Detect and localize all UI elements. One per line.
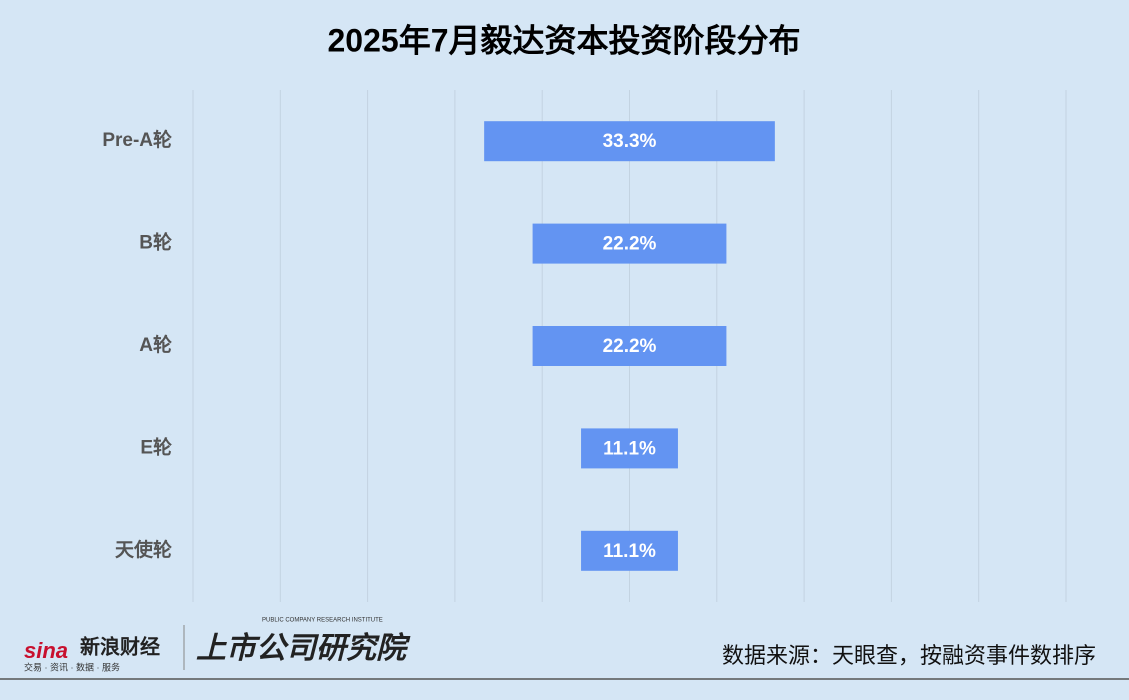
category-label: B轮 bbox=[139, 231, 172, 254]
bar bbox=[532, 326, 727, 366]
source: 数据来源：天眼查，按融资事件数排序 bbox=[722, 643, 1096, 668]
category-label: 天使轮 bbox=[115, 538, 172, 561]
value-label: 33.3% bbox=[603, 131, 657, 152]
category-label: Pre-A轮 bbox=[102, 128, 172, 151]
brand-logo: sina bbox=[24, 638, 68, 663]
category-label: A轮 bbox=[139, 333, 172, 356]
bar bbox=[532, 223, 727, 264]
brand-tagline: 交易 · 资讯 · 数据 · 服务 bbox=[24, 661, 120, 672]
plot: Pre-A轮 33.3% B轮 22.2% A轮 22.2% E轮 11.1% 天使轮 11.1% bbox=[102, 121, 775, 571]
value-label: 22.2% bbox=[603, 234, 657, 255]
footer: sina 新浪财经 交易 · 资讯 · 数据 · 服务 PUBLIC COMPA… bbox=[0, 618, 1129, 680]
bar bbox=[581, 530, 678, 571]
bar bbox=[484, 121, 775, 162]
chart-title: 2025年7月毅达资本投资阶段分布 bbox=[328, 22, 801, 58]
grid bbox=[192, 90, 1067, 602]
bar bbox=[581, 428, 678, 469]
value-label: 22.2% bbox=[603, 336, 657, 357]
institute: 上市公司研究院 bbox=[196, 631, 411, 665]
category-label: E轮 bbox=[140, 435, 172, 458]
value-label: 11.1% bbox=[603, 438, 656, 459]
value-label: 11.1% bbox=[603, 541, 656, 562]
institute-en: PUBLIC COMPANY RESEARCH INSTITUTE bbox=[262, 618, 383, 624]
brand: 新浪财经 bbox=[80, 634, 160, 658]
